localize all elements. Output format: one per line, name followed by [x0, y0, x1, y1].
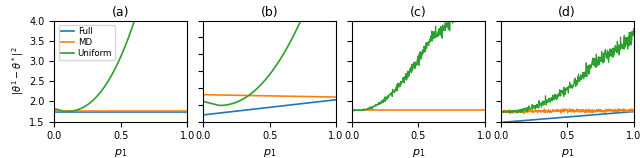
Title: (a): (a) — [112, 6, 129, 19]
X-axis label: $p_1$: $p_1$ — [561, 147, 574, 158]
MD — [130, 110, 138, 112]
Full — [180, 111, 188, 112]
Uniform — [184, 20, 191, 21]
Uniform — [130, 22, 138, 24]
Uniform — [123, 42, 131, 44]
Uniform — [51, 108, 58, 110]
Full — [114, 111, 122, 112]
Full — [122, 111, 130, 112]
Line: Uniform: Uniform — [54, 21, 188, 112]
Full — [115, 111, 122, 112]
Uniform — [115, 61, 122, 63]
MD — [51, 110, 58, 112]
Uniform — [160, 20, 168, 21]
Uniform — [61, 111, 68, 112]
Full — [51, 111, 58, 112]
Title: (c): (c) — [410, 6, 427, 19]
Full — [184, 111, 191, 112]
X-axis label: $p_1$: $p_1$ — [263, 147, 276, 158]
Uniform — [180, 20, 188, 21]
MD — [184, 110, 191, 112]
X-axis label: $p_1$: $p_1$ — [412, 147, 425, 158]
Title: (b): (b) — [260, 6, 278, 19]
Legend: Full, MD, Uniform: Full, MD, Uniform — [59, 25, 115, 61]
MD — [114, 110, 122, 112]
Title: (d): (d) — [558, 6, 576, 19]
MD — [180, 110, 188, 112]
Uniform — [131, 20, 138, 21]
X-axis label: $p_1$: $p_1$ — [114, 147, 127, 158]
Full — [159, 111, 167, 112]
Uniform — [114, 62, 122, 64]
MD — [159, 110, 167, 112]
MD — [122, 110, 130, 112]
Y-axis label: $|\theta^1 - \theta^*|^2$: $|\theta^1 - \theta^*|^2$ — [11, 47, 26, 95]
MD — [115, 110, 122, 112]
Full — [130, 111, 138, 112]
